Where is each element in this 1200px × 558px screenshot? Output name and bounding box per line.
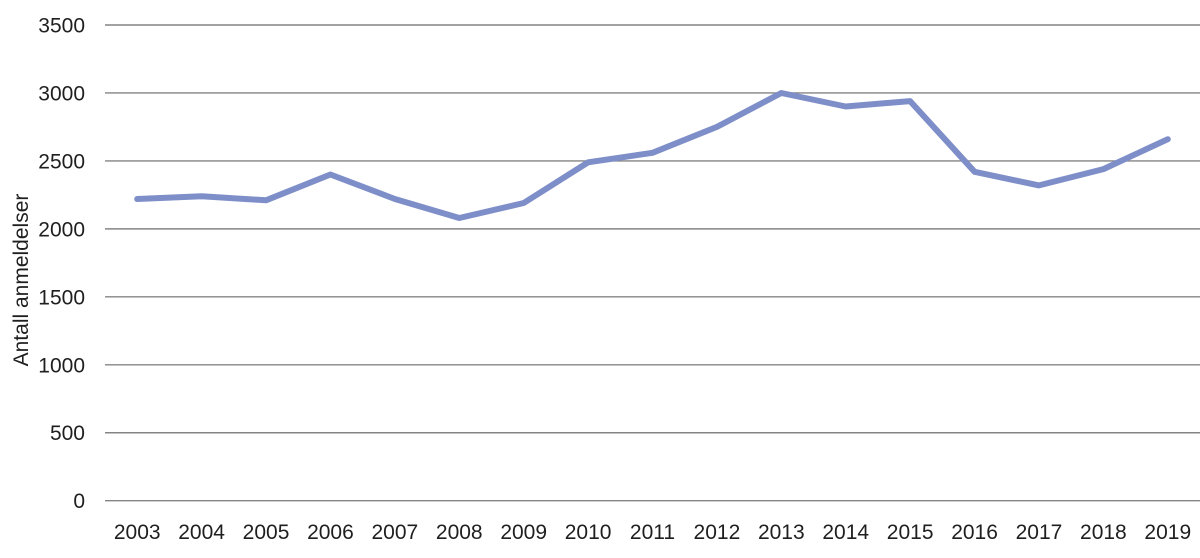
x-tick-label: 2011: [630, 521, 675, 544]
y-tick-label: 3500: [38, 15, 85, 38]
x-tick-label: 2016: [951, 521, 998, 544]
x-tick-label: 2015: [887, 521, 934, 544]
y-tick-label: 500: [50, 422, 85, 445]
x-tick-label: 2010: [565, 521, 612, 544]
x-tick-label: 2013: [758, 521, 805, 544]
x-tick-label: 2018: [1080, 521, 1127, 544]
data-series-line: [134, 90, 1171, 221]
x-tick-label: 2008: [436, 521, 483, 544]
x-tick-label: 2014: [822, 521, 869, 544]
x-tick-label: 2012: [694, 521, 741, 544]
x-tick-label: 2005: [243, 521, 290, 544]
x-tick-label: 2007: [371, 521, 418, 544]
y-axis-title: Antall anmeldelser: [10, 194, 33, 367]
x-tick-label: 2004: [178, 521, 225, 544]
x-tick-label: 2009: [500, 521, 547, 544]
x-tick-label: 2019: [1144, 521, 1191, 544]
y-tick-label: 3000: [38, 82, 85, 105]
y-tick-label: 2500: [38, 150, 85, 173]
y-tick-label: 1500: [38, 286, 85, 309]
x-tick-label: 2006: [307, 521, 354, 544]
y-tick-label: 1000: [38, 354, 85, 377]
x-tick-label: 2003: [114, 521, 161, 544]
y-tick-label: 2000: [38, 218, 85, 241]
x-tick-label: 2017: [1016, 521, 1063, 544]
y-tick-label: 0: [73, 490, 85, 513]
